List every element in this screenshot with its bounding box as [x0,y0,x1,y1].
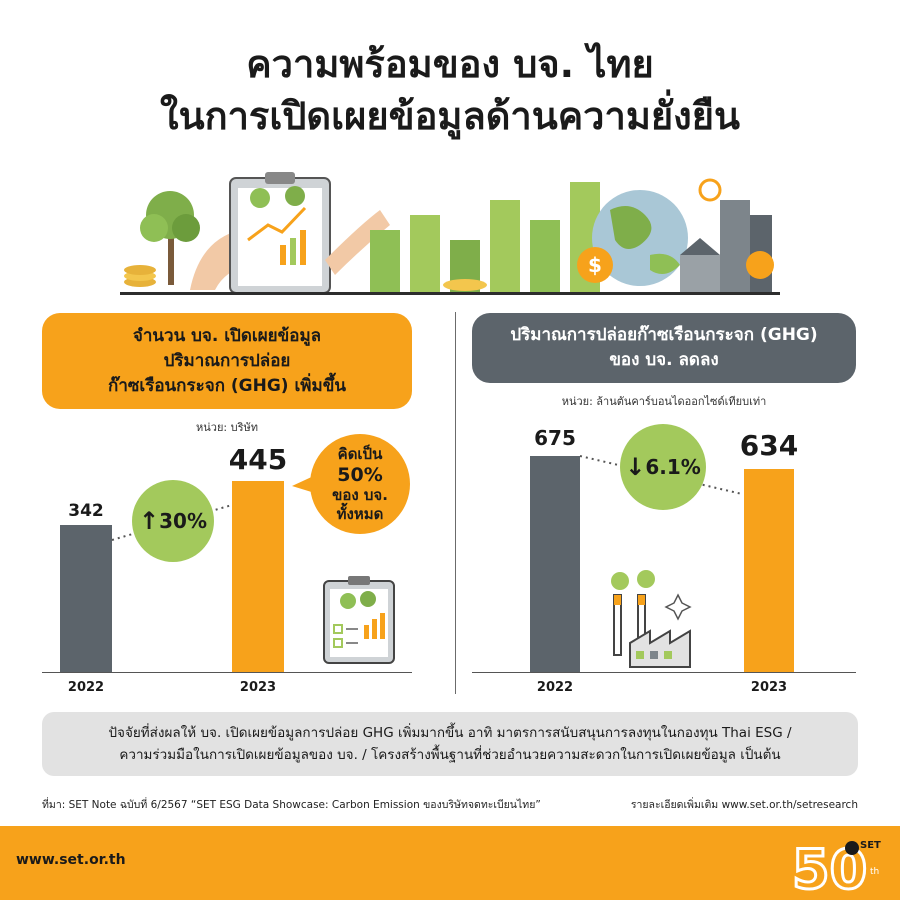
right-baseline [472,672,856,673]
title-line-1: ความพร้อมของ บจ. ไทย [246,42,654,86]
arrow-up-icon: ↑ [139,507,160,535]
decrease-value: 6.1% [645,455,701,479]
svg-text:$: $ [588,253,602,277]
bar-value-2023: 445 [228,443,288,477]
right-heading-line-2: ของ บจ. ลดลง [609,350,719,370]
hero-illustration: $ [120,172,780,295]
increase-value: 30% [159,509,207,533]
more-info-link[interactable]: รายละเอียดเพิ่มเติม www.set.or.th/setres… [630,799,858,811]
bar-2022 [60,525,112,672]
left-heading-line-1: จำนวน บจ. เปิดเผยข้อมูล [132,325,322,346]
left-baseline [42,672,412,673]
coins-icon [124,265,156,287]
share-line-2: ของ บจ. [332,485,388,504]
footer-bar [0,826,900,900]
page-title: ความพร้อมของ บจ. ไทย ในการเปิดเผยข้อมูลด… [0,38,900,142]
footnote-line-2: ความร่วมมือในการเปิดเผยข้อมูลของ บจ. / โ… [119,747,781,763]
clipboard-icon [323,576,395,664]
bar-value-2022: 675 [534,426,576,450]
right-panel-heading: ปริมาณการปล่อยก๊าซเรือนกระจก (GHG) ของ บ… [472,313,856,383]
right-trend-line [579,455,743,495]
bar-2022 [530,456,580,672]
share-badge-pointer [292,474,318,494]
right-heading-line-1: ปริมาณการปล่อยก๊าซเรือนกระจก (GHG) [510,325,818,345]
ghg-emission-chart: 675 634 2022 2023 ↓ 6.1% [472,410,856,695]
bar-2023 [744,469,794,672]
left-panel-heading: จำนวน บจ. เปิดเผยข้อมูล ปริมาณการปล่อย ก… [42,313,412,409]
footnote-box: ปัจจัยที่ส่งผลให้ บจ. เปิดเผยข้อมูลการปล… [42,712,858,776]
year-label-2023: 2023 [239,680,277,695]
tree-icon [140,191,200,285]
left-heading-line-2: ปริมาณการปล่อย [163,350,291,371]
bar-value-2022: 342 [68,501,104,522]
clipboard-icon [190,172,390,294]
growth-bars-icon [370,182,600,292]
factory-icon [611,570,692,668]
company-count-chart: 342 445 2022 2023 ↑ 30% [42,430,412,695]
bar-value-2023: 634 [739,429,799,463]
share-line-3: ทั้งหมด [336,504,384,523]
share-badge: คิดเป็น 50% ของ บจ. ทั้งหมด [310,434,410,534]
globe-icon: $ [577,190,688,286]
right-unit-label: หน่วย: ล้านตันคาร์บอนไดออกไซด์เทียบเท่า [561,395,767,408]
arrow-down-icon: ↓ [625,453,646,481]
set-50th-logo: 50 SET th [791,837,882,895]
year-label-2023: 2023 [750,680,788,695]
logo-text: SET [860,840,881,851]
year-label-2022: 2022 [536,680,574,695]
increase-badge: ↑ 30% [132,480,214,562]
logo-suffix: th [870,867,879,877]
city-icon [680,178,774,292]
year-label-2022: 2022 [67,680,105,695]
left-unit-label: หน่วย: บริษัท [196,421,258,434]
bar-2023 [232,481,284,672]
share-percent: 50% [337,463,383,486]
share-line-1: คิดเป็น [337,444,383,463]
title-line-2: ในการเปิดเผยข้อมูลด้านความยั่งยืน [160,94,740,138]
panel-divider [455,312,456,694]
decrease-badge: ↓ 6.1% [620,424,706,510]
source-note: ที่มา: SET Note ฉบับที่ 6/2567 “SET ESG … [42,799,541,811]
website-link[interactable]: www.set.or.th [16,852,126,868]
footnote-line-1: ปัจจัยที่ส่งผลให้ บจ. เปิดเผยข้อมูลการปล… [108,725,792,741]
left-heading-line-3: ก๊าซเรือนกระจก (GHG) เพิ่มขึ้น [108,375,346,396]
